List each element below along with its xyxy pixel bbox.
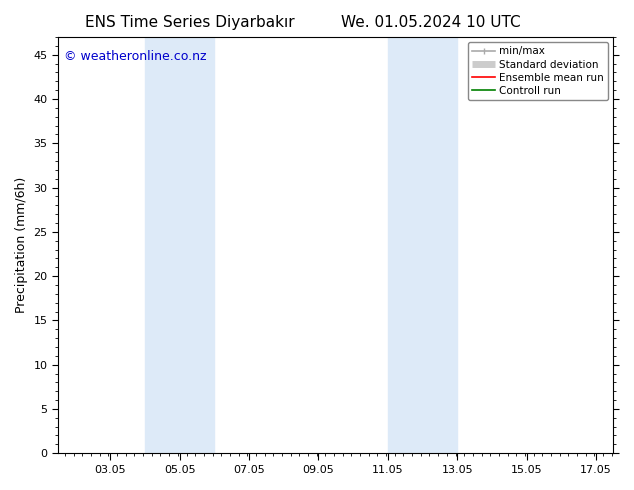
Text: © weatheronline.co.nz: © weatheronline.co.nz	[63, 49, 206, 63]
Bar	[388, 37, 457, 453]
Text: We. 01.05.2024 10 UTC: We. 01.05.2024 10 UTC	[341, 15, 521, 30]
Y-axis label: Precipitation (mm/6h): Precipitation (mm/6h)	[15, 177, 28, 313]
Legend: min/max, Standard deviation, Ensemble mean run, Controll run: min/max, Standard deviation, Ensemble me…	[468, 42, 608, 100]
Text: ENS Time Series Diyarbakır: ENS Time Series Diyarbakır	[86, 15, 295, 30]
Bar	[145, 37, 214, 453]
